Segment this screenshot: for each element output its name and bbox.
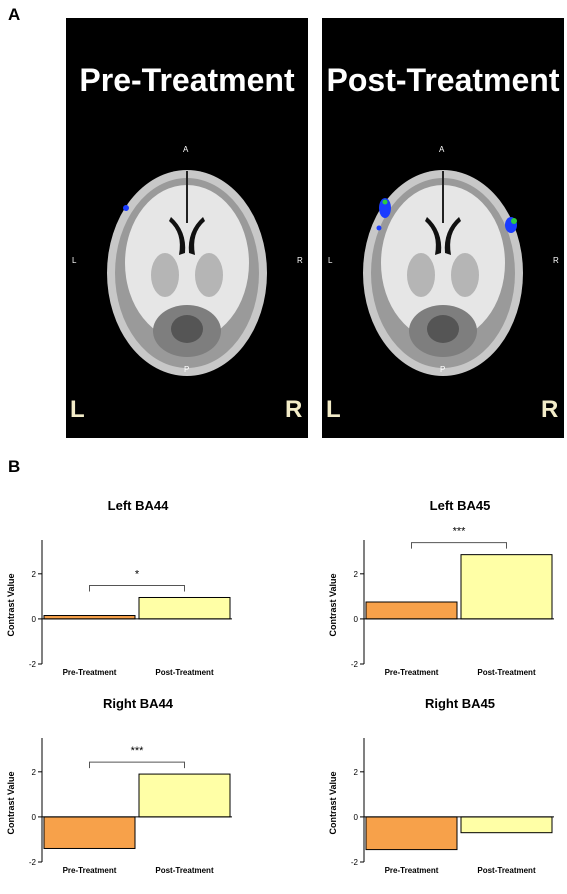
mri-title: Post-Treatment [326,62,560,98]
y-tick-label: 2 [354,768,359,777]
bar-post-treatment [460,816,553,834]
brainstem [171,315,203,343]
y-tick-label: 0 [32,813,37,822]
bar-chart-left-ba45: -2 0 2 Contrast Value Pre-Treatment Post-Trea… [328,526,554,677]
bar-chart-right-ba44: -2 0 2 Contrast Value Pre-Treatment Post-Trea… [6,738,232,875]
mri-post-treatment: Post-Treatment A L R P L R [322,18,564,438]
white-matter [125,185,249,341]
right-ventricle [188,217,205,255]
orient-left: L [328,256,333,265]
orient-anterior: A [439,145,445,154]
x-tick-label: Pre-Treatment [63,668,117,677]
panel-a-label: A [8,5,21,24]
bar-pre-treatment [365,816,458,851]
activation-cluster [376,225,382,231]
y-tick-label: 0 [354,813,359,822]
bar-chart-right-ba45: -2 0 2 Contrast Value Pre-Treatment Post-Trea… [328,738,554,875]
right-thalamus [451,253,479,297]
significance-bracket [89,584,185,592]
activation-cluster [123,205,129,211]
y-tick-label: 0 [32,615,37,624]
bar-chart-left-ba44: -2 0 2 Contrast Value Pre-Treatment Post-Trea… [6,540,232,677]
left-thalamus [407,253,435,297]
y-tick-label: -2 [351,858,359,867]
chart-title-right-ba44: Right BA44 [102,696,174,711]
bar-post-treatment [138,596,231,620]
brain-axial-slice [107,170,267,376]
x-tick-label: Post-Treatment [155,668,214,677]
corner-left-label: L [326,396,341,423]
bar-post-treatment [138,773,231,818]
brainstem [427,315,459,343]
significance-stars: *** [453,526,467,538]
right-ventricle [444,217,461,255]
chart-title-left-ba44: Left BA44 [107,498,169,513]
orient-posterior: P [440,365,446,374]
left-thalamus [151,253,179,297]
orient-left: L [72,256,77,265]
bar-post-treatment [460,554,553,620]
panel-b-label: B [8,457,21,476]
significance-bracket [411,542,507,549]
bar-pre-treatment [365,601,458,620]
mri-title: Pre-Treatment [79,62,295,98]
chart-title-left-ba45: Left BA45 [429,498,491,513]
activation-cluster [379,198,391,218]
y-tick-label: 0 [354,615,359,624]
activation-cluster [511,218,517,224]
mri-pre-treatment: Pre-Treatment A L R P L R [66,18,308,438]
x-tick-label: Pre-Treatment [385,866,439,875]
corner-right-label: R [285,396,303,423]
orient-anterior: A [183,145,189,154]
x-tick-label: Post-Treatment [477,668,536,677]
orient-right: R [553,256,559,265]
white-matter [381,185,505,341]
x-tick-label: Pre-Treatment [63,866,117,875]
left-ventricle [425,217,442,255]
significance-bracket [89,761,185,769]
y-tick-label: 2 [32,768,37,777]
y-tick-label: -2 [29,660,37,669]
y-tick-label: 2 [32,570,37,579]
right-thalamus [195,253,223,297]
orient-right: R [297,256,303,265]
bar-pre-treatment [43,615,136,620]
bar-pre-treatment [43,816,136,849]
chart-title-right-ba45: Right BA45 [424,696,496,711]
x-tick-label: Post-Treatment [155,866,214,875]
y-axis-label: Contrast Value [328,771,338,834]
left-ventricle [169,217,186,255]
y-axis-label: Contrast Value [6,771,16,834]
corner-right-label: R [541,396,559,423]
brain-axial-slice [363,170,523,376]
significance-stars: *** [131,745,145,757]
y-axis-label: Contrast Value [328,573,338,636]
y-tick-label: -2 [29,858,37,867]
y-tick-label: 2 [354,570,359,579]
y-tick-label: -2 [351,660,359,669]
corner-left-label: L [70,396,85,423]
activation-cluster [382,199,388,205]
x-tick-label: Pre-Treatment [385,668,439,677]
orient-posterior: P [184,365,190,374]
y-axis-label: Contrast Value [6,573,16,636]
x-tick-label: Post-Treatment [477,866,536,875]
significance-stars: * [135,568,140,580]
